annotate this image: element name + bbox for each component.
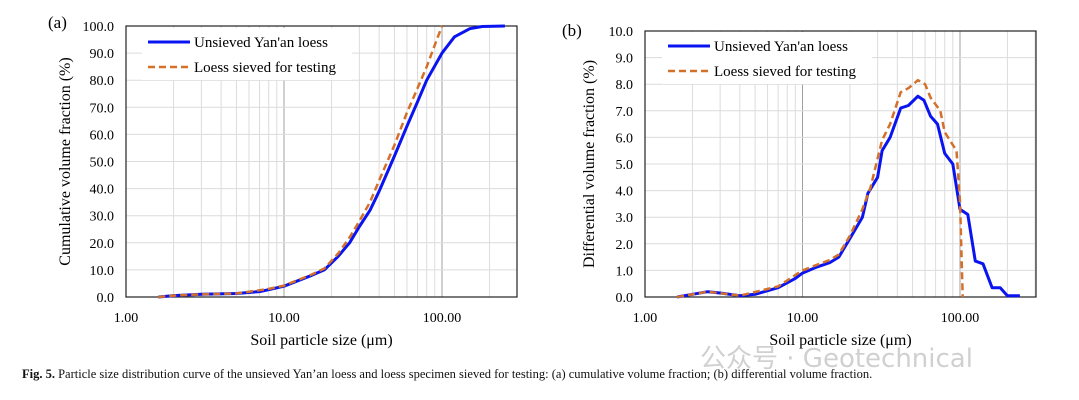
x-tick-label: 100.00	[423, 311, 462, 326]
x-tick-label: 100.00	[941, 311, 980, 326]
x-axis-label: Soil particle size (μm)	[769, 332, 911, 349]
watermark: 公众号 · Geotechnical	[700, 344, 973, 374]
figure: 0.0 10.0 20.0 30.0 40.0 50.0 60.0 70.0 80.0 90.0 1…	[48, 13, 1037, 349]
legend-entry: Unsieved Yan'an loess	[714, 39, 848, 55]
series-line-unsieved	[676, 94, 1020, 299]
x-tick-label: 1.00	[114, 311, 139, 326]
y-tick-label: 2.0	[616, 238, 634, 253]
y-tick-label: 6.0	[616, 131, 634, 146]
y-tick-label: 0.0	[97, 291, 115, 306]
y-tick-label: 10.0	[90, 264, 115, 279]
y-axis-label: Cumulative volume fraction (%)	[57, 57, 74, 265]
caption-text: Particle size distribution curve of the …	[54, 367, 873, 381]
y-tick-label: 20.0	[90, 237, 115, 252]
caption-label: Fig. 5.	[22, 367, 55, 381]
series-line-sieved	[676, 78, 964, 299]
x-axis-label: Soil particle size (μm)	[250, 332, 392, 349]
figure-caption: Fig. 5. Particle size distribution curve…	[22, 366, 1062, 383]
y-tick-label: 7.0	[616, 105, 634, 120]
x-tick-label: 10.00	[787, 311, 819, 326]
y-tick-label: 8.0	[616, 78, 634, 93]
x-tick-label: 1.00	[633, 311, 658, 326]
y-tick-label: 100.0	[83, 20, 115, 35]
y-tick-label: 3.0	[616, 211, 634, 226]
y-tick-label: 60.0	[90, 128, 115, 143]
x-tick-label: 10.00	[268, 311, 300, 326]
legend-entry: Unsieved Yan'an loess	[194, 35, 328, 51]
chart-panel-a: 0.0 10.0 20.0 30.0 40.0 50.0 60.0 70.0 80.0 90.0 1…	[48, 13, 518, 349]
chart-panel-b: 0.0 1.0 2.0 3.0 4.0 5.0 6.0 7.0 8.0 9.0 10.0 1.00 10…	[562, 21, 1037, 349]
y-tick-label: 4.0	[616, 185, 634, 200]
legend-background	[142, 28, 352, 80]
y-tick-label: 70.0	[90, 101, 115, 116]
legend-entry: Loess sieved for testing	[714, 64, 857, 80]
y-tick-label: 10.0	[609, 25, 634, 40]
legend: Unsieved Yan'an loess Loess sieved for te…	[142, 28, 352, 80]
y-tick-label: 0.0	[616, 291, 634, 306]
y-tick-label: 9.0	[616, 52, 634, 67]
panel-label: (b)	[562, 21, 582, 40]
y-tick-label: 40.0	[90, 183, 115, 198]
y-tick-label: 30.0	[90, 210, 115, 225]
legend: Unsieved Yan'an loess Loess sieved for te…	[662, 32, 872, 84]
y-tick-label: 80.0	[90, 74, 115, 89]
y-tick-label: 90.0	[90, 47, 115, 62]
legend-entry: Loess sieved for testing	[194, 60, 337, 76]
plot-frame	[125, 25, 518, 298]
series-line-sieved	[158, 25, 444, 299]
panel-label: (a)	[48, 13, 67, 32]
plot-frame	[644, 30, 1037, 298]
y-tick-label: 50.0	[90, 156, 115, 171]
y-axis-label: Differential volume fraction (%)	[581, 60, 598, 268]
y-tick-label: 5.0	[616, 158, 634, 173]
y-tick-label: 1.0	[616, 264, 634, 279]
legend-background	[662, 32, 872, 84]
